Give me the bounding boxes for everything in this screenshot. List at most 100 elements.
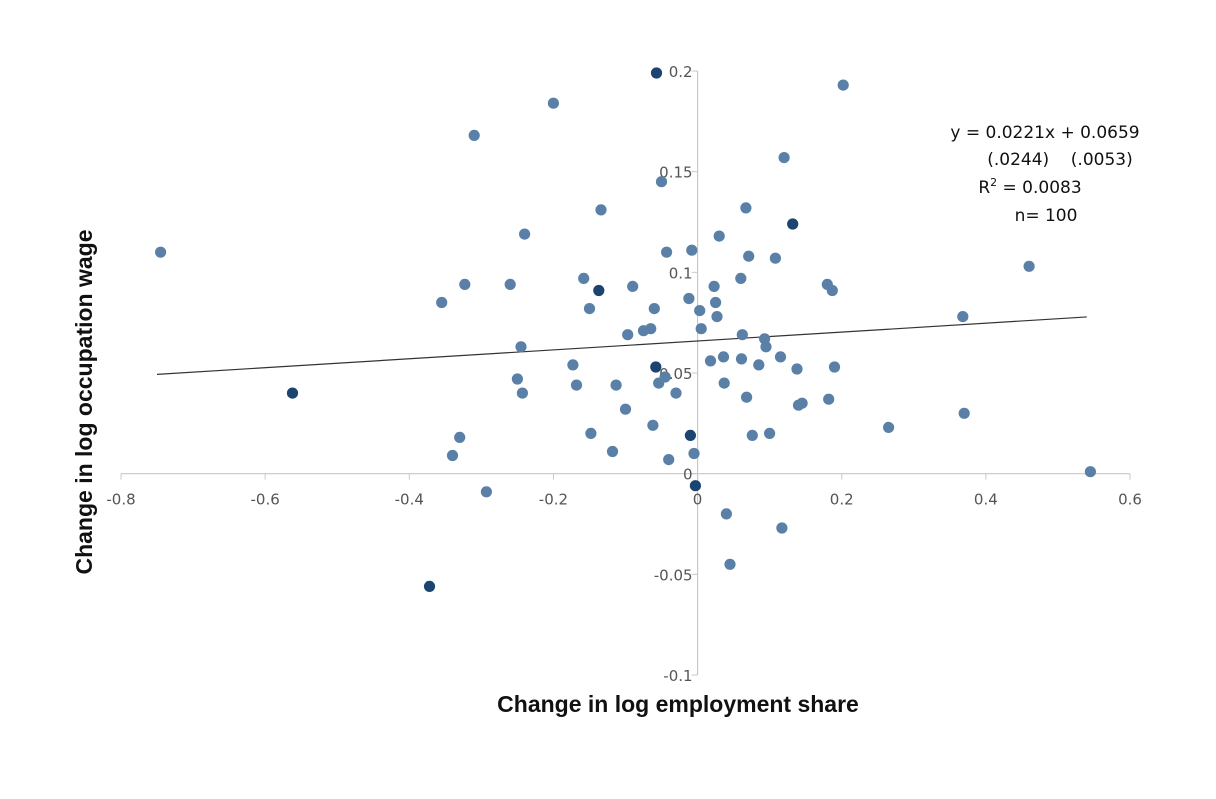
scatter-point (823, 393, 835, 405)
scatter-point (688, 447, 700, 460)
scatter-point (753, 359, 765, 371)
scatter-point (826, 284, 838, 297)
scatter-point (828, 361, 841, 373)
scatter-point (648, 303, 660, 315)
scatter-point (717, 351, 730, 363)
scatter-point (1084, 466, 1096, 478)
r-squared-symbol: R (978, 178, 990, 198)
scatter-point (694, 305, 706, 317)
scatter-point (661, 246, 673, 258)
scatter-point (515, 341, 527, 353)
scatter-point (610, 379, 622, 391)
y-tick-label: -0.05 (654, 566, 693, 584)
scatter-point (735, 272, 747, 284)
scatter-point (627, 280, 639, 292)
annotation-n: n= 100 (1015, 206, 1078, 226)
scatter-point (468, 129, 480, 141)
scatter-point (686, 244, 698, 256)
scatter-point (746, 429, 758, 441)
scatter-point (619, 403, 632, 415)
x-tick-label: 0.2 (830, 491, 854, 509)
scatter-point (1023, 260, 1035, 272)
y-axis-title: Change in log occupation wage (71, 229, 97, 574)
scatter-point (743, 250, 755, 262)
r-squared-superscript: 2 (990, 176, 997, 189)
scatter-point (663, 454, 675, 466)
annotation-std-errors: (.0244) (.0053) (987, 150, 1132, 170)
scatter-point (708, 280, 720, 292)
scatter-point (774, 351, 787, 363)
x-tick-label: 0.6 (1118, 491, 1142, 509)
scatter-point (718, 377, 730, 389)
x-axis-title: Change in log employment share (497, 691, 859, 717)
x-tick-label: -0.2 (539, 491, 568, 509)
scatter-point (547, 97, 560, 109)
scatter-point (711, 311, 723, 323)
scatter-point (760, 341, 772, 353)
scatter-point (735, 353, 748, 365)
scatter-point (796, 397, 808, 409)
y-tick-label: -0.1 (663, 667, 692, 685)
scatter-point (787, 218, 799, 230)
scatter-point (622, 329, 634, 341)
scatter-point (446, 449, 459, 462)
scatter-point (683, 292, 695, 305)
scatter-point (595, 204, 607, 216)
scatter-point (724, 558, 736, 570)
scatter-point (883, 421, 895, 433)
axes (120, 70, 1131, 676)
trendline (156, 316, 1087, 375)
scatter-point (769, 252, 782, 264)
scatter-point (764, 427, 776, 439)
scatter-point (713, 230, 725, 242)
scatter-point (650, 67, 663, 79)
scatter-point (583, 303, 596, 315)
scatter-point (511, 373, 523, 385)
x-tick-label: -0.6 (251, 491, 280, 509)
scatter-point (645, 323, 657, 335)
scatter-point (720, 508, 733, 520)
scatter-point (695, 323, 707, 335)
y-tick-label: 0.15 (659, 164, 692, 182)
scatter-point (578, 272, 590, 284)
scatter-point (958, 407, 970, 419)
x-tick-label: 0.4 (974, 491, 998, 509)
scatter-point (585, 427, 597, 439)
scatter-point (670, 387, 682, 399)
scatter-point (837, 79, 849, 91)
scatter-point (570, 379, 583, 391)
scatter-point (957, 311, 969, 323)
scatter-point (459, 278, 471, 290)
scatter-point (655, 176, 668, 188)
scatter-point (659, 371, 671, 383)
scatter-point (567, 359, 579, 371)
tick-labels: -0.8 -0.6 -0.4 -0.2 0 0.2 0.4 0.60.20.150.10.05… (106, 63, 1142, 685)
annotation-r-squared: R2 = 0.0083 (978, 176, 1081, 198)
scatter-point (155, 246, 167, 258)
scatter-point (480, 486, 492, 498)
r-squared-value: = 0.0083 (997, 178, 1082, 198)
scatter-point (454, 431, 466, 443)
scatter-point (736, 329, 748, 341)
scatter-point (436, 296, 448, 309)
scatter-point (606, 445, 619, 458)
scatter-point (684, 429, 697, 441)
scatter-point (710, 296, 722, 309)
scatter-point (791, 363, 803, 375)
scatter-point (516, 387, 529, 399)
trendline-group (156, 316, 1087, 375)
scatter-point (740, 202, 752, 214)
scatter-point (519, 228, 531, 240)
annotation-equation: y = 0.0221x + 0.0659 (950, 123, 1139, 143)
x-tick-label: -0.8 (106, 491, 135, 509)
scatter-point (776, 522, 788, 534)
scatter-point (593, 284, 605, 297)
y-tick-label: 0.1 (669, 264, 693, 282)
regression-annotation: y = 0.0221x + 0.0659 (.0244) (.0053) R2 … (950, 123, 1139, 226)
y-tick-label: 0 (683, 466, 693, 484)
scatter-point (650, 361, 662, 373)
scatter-point (423, 580, 436, 593)
scatter-point (689, 480, 702, 492)
